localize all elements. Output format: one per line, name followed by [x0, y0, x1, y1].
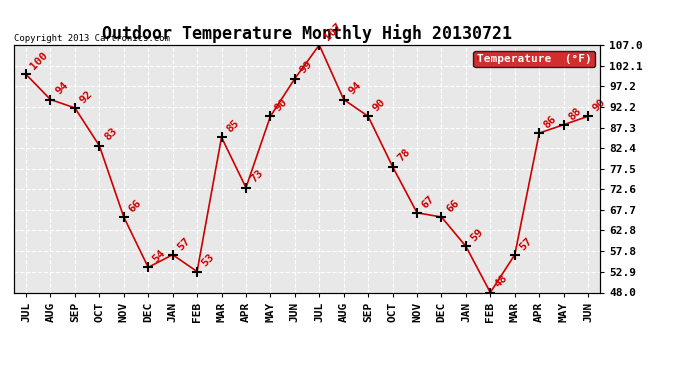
Text: 94: 94	[346, 80, 363, 97]
Text: 94: 94	[53, 80, 70, 97]
Text: 83: 83	[102, 126, 119, 143]
Text: 78: 78	[395, 147, 412, 164]
Text: 86: 86	[542, 114, 559, 130]
Text: 59: 59	[469, 227, 485, 244]
Text: 73: 73	[248, 168, 266, 185]
Text: Copyright 2013 Cartronics.com: Copyright 2013 Cartronics.com	[14, 33, 170, 42]
Text: 66: 66	[126, 198, 143, 214]
Legend: Temperature  (°F): Temperature (°F)	[473, 51, 595, 67]
Text: 90: 90	[591, 97, 607, 114]
Text: 57: 57	[518, 236, 534, 252]
Text: 53: 53	[200, 252, 217, 269]
Text: 100: 100	[29, 50, 50, 72]
Text: 107: 107	[322, 21, 344, 42]
Text: 92: 92	[78, 88, 95, 105]
Text: 90: 90	[371, 97, 388, 114]
Text: 66: 66	[444, 198, 461, 214]
Title: Outdoor Temperature Monthly High 20130721: Outdoor Temperature Monthly High 2013072…	[102, 24, 512, 44]
Text: 54: 54	[151, 248, 168, 264]
Text: 67: 67	[420, 194, 436, 210]
Text: 99: 99	[297, 59, 314, 76]
Text: 48: 48	[493, 273, 510, 290]
Text: 88: 88	[566, 105, 583, 122]
Text: 85: 85	[224, 118, 241, 135]
Text: 90: 90	[273, 97, 290, 114]
Text: 57: 57	[175, 236, 192, 252]
